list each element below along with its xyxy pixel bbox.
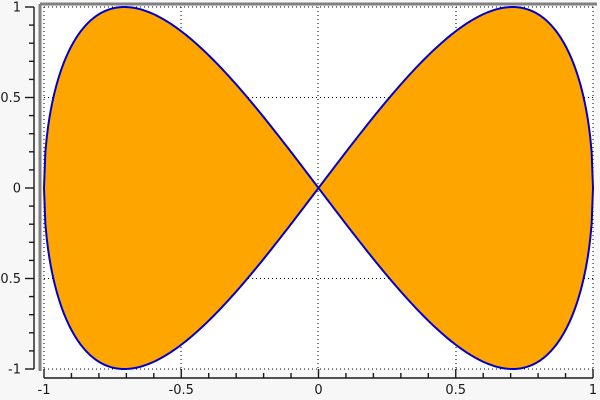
y-tick-label: -1 [8,363,21,378]
y-tick-label: 1 [13,1,21,16]
x-tick-label: 0.5 [445,383,466,398]
curve-lower-branch [43,6,594,370]
x-tick-labels: -1 -0.5 0 0.5 1 [38,383,598,398]
y-tick-marks [25,6,34,370]
plot-frame [38,2,597,371]
y-tick-labels: -1 -0.5 0 0.5 1 [0,1,21,378]
x-axis [43,369,594,379]
x-tick-marks [43,369,594,378]
y-tick-label: -0.5 [0,272,21,287]
y-tick-label: 0.5 [0,91,21,106]
y-tick-label: 0 [13,182,21,197]
y-axis [25,6,35,370]
x-tick-label: -1 [38,383,51,398]
x-tick-label: 0 [314,383,322,398]
x-tick-label: 1 [589,383,597,398]
x-tick-label: -0.5 [169,383,194,398]
